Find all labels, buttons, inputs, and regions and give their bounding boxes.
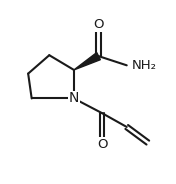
Text: N: N — [69, 91, 79, 105]
Text: O: O — [93, 18, 104, 31]
Text: NH₂: NH₂ — [132, 59, 157, 72]
Polygon shape — [74, 53, 100, 70]
Text: O: O — [97, 138, 107, 151]
